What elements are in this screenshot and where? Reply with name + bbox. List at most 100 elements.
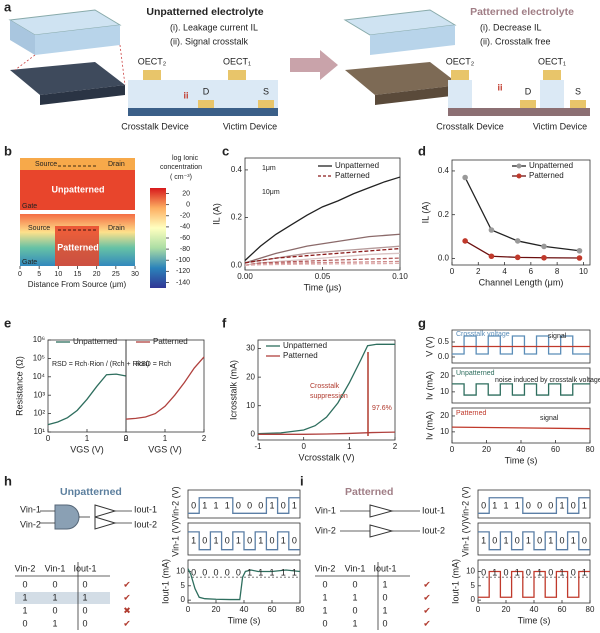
y-tick-label: 0.4 [231, 165, 243, 174]
map-label: Gate [22, 203, 37, 210]
y-axis-label: Iv (mA) [424, 371, 434, 400]
y-tick-label: 0.0 [438, 254, 450, 263]
table-cell: 0 [82, 618, 87, 628]
y-tick-label: 0.4 [438, 166, 450, 175]
axes-frame [187, 489, 301, 519]
panel-i-diagram: Patterned Vin-1 Vin-2 Iout-1 Iout-2 [315, 486, 445, 630]
x-tick-label: 2 [393, 442, 398, 451]
check-mark: ✔ [423, 579, 431, 589]
colorbar-tick-label: -120 [176, 268, 190, 275]
check-mark: ✔ [423, 592, 431, 602]
x-tick-label: 80 [296, 605, 305, 614]
panel-label: f [222, 315, 227, 330]
x-tick-label: 80 [586, 445, 595, 454]
table-header: Iout-1 [73, 563, 96, 573]
panel-label: c [222, 143, 229, 158]
annotation: Crosstalk [310, 383, 340, 390]
data-point [541, 254, 547, 261]
device-label: OECT₂ [446, 56, 475, 66]
map-label: Drain [108, 225, 125, 232]
bit-label: 0 [559, 535, 564, 545]
data-point [576, 255, 583, 261]
data-line [478, 570, 590, 598]
electrolyte-island [448, 80, 472, 108]
bit-label: 1 [213, 535, 218, 545]
bit-label: 1 [269, 567, 274, 577]
data-line [47, 373, 127, 426]
table-cell: 1 [82, 592, 87, 602]
x-tick-label: 10 [54, 271, 62, 278]
legend-marker [516, 173, 522, 179]
legend-label: Patterned [529, 171, 564, 180]
data-point [576, 247, 583, 254]
input-label: Vin-2 [315, 525, 336, 535]
colorbar-tick-label: -80 [180, 246, 190, 253]
x-axis-label: VGS (V) [70, 444, 104, 454]
device-label: OECT₂ [138, 56, 167, 66]
annotation: Unpatterned [456, 370, 495, 377]
device-label: S [263, 86, 269, 96]
input-label: Vin-2 [20, 519, 41, 529]
y-axis-label: V (V) [424, 336, 434, 357]
electrolyte-side [10, 20, 35, 55]
table-cell: 1 [352, 618, 357, 628]
x-tick-label: 0 [124, 434, 129, 443]
bit-label: 0 [571, 500, 576, 510]
device-label: D [203, 86, 210, 96]
channel-region [55, 226, 99, 266]
table-cell: 0 [22, 618, 27, 628]
y-axis-label: Iout-1 (mA) [450, 559, 460, 604]
data-point [488, 253, 495, 260]
gate-electrode [143, 70, 161, 80]
data-line [464, 177, 580, 252]
device-label: D [525, 86, 532, 96]
bit-label: 1 [481, 535, 486, 545]
x-tick-label: 60 [551, 445, 560, 454]
inverter [369, 504, 394, 518]
bit-label: 0 [582, 535, 587, 545]
colorbar-tick-label: -140 [176, 279, 190, 286]
x-tick-label: 4 [502, 267, 507, 276]
bit-label: 0 [213, 567, 218, 577]
legend-label: Unpatterned [283, 341, 327, 350]
and-gate [54, 504, 80, 530]
y-tick-label: 10² [33, 409, 45, 418]
a-title: Unpatterned electrolyte [146, 6, 263, 18]
table-cell: 0 [382, 618, 387, 628]
data-line [478, 531, 590, 551]
x-tick-label: 0 [186, 605, 191, 614]
x-tick-label: -1 [254, 442, 262, 451]
caption: Victim Device [533, 121, 587, 131]
x-axis-label: Time (μs) [304, 282, 342, 292]
a-item: (i). Decrease IL [480, 22, 542, 32]
output-label: Iout-1 [134, 504, 157, 514]
device-array [10, 62, 125, 95]
legend-label: Unpatterned [529, 161, 573, 170]
y-tick-label: 30 [246, 344, 255, 353]
x-tick-label: 60 [558, 605, 567, 614]
x-tick-label: 30 [131, 271, 139, 278]
data-line [188, 497, 300, 514]
bit-label: 1 [492, 500, 497, 510]
output-label: Iout-2 [134, 519, 157, 529]
panel-h-diagram: Unpatterned Vin-1 Vin-2 Iout-1 Iout-2 [15, 486, 157, 630]
bit-label: 0 [481, 567, 486, 577]
bit-label: 1 [191, 535, 196, 545]
y-tick-label: 0 [471, 595, 476, 604]
bit-label: 1 [515, 500, 520, 510]
bit-label: 1 [258, 567, 263, 577]
y-axis-label: Vin-2 (V) [170, 486, 180, 521]
table-header: Vin-2 [315, 563, 336, 573]
x-axis-label: Vcrosstalk (V) [298, 452, 354, 462]
bit-label: 0 [191, 500, 196, 510]
bit-label: 0 [503, 567, 508, 577]
check-mark: ✔ [123, 618, 131, 628]
annotation: 1μm [262, 165, 276, 172]
table-header: Vin-1 [45, 563, 66, 573]
gate-electrode [543, 70, 561, 80]
check-mark: ✔ [123, 579, 131, 589]
colorbar-tick-label: -20 [180, 213, 190, 220]
drain-electrode [198, 100, 214, 108]
h-title: Unpatterned [60, 486, 122, 498]
data-line [478, 497, 590, 514]
